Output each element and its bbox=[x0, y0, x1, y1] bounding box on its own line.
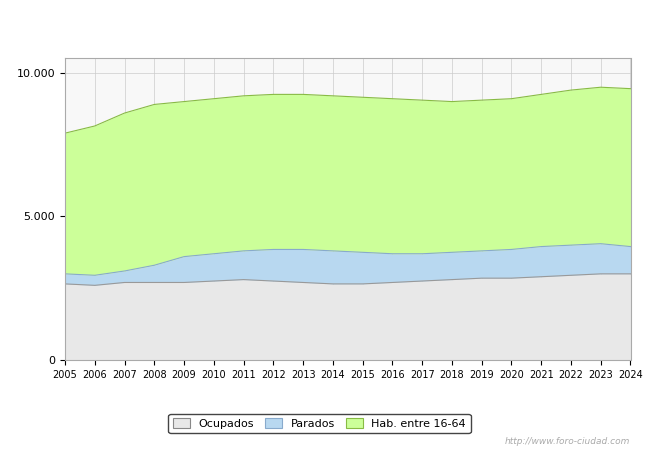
Legend: Ocupados, Parados, Hab. entre 16-64: Ocupados, Parados, Hab. entre 16-64 bbox=[168, 414, 471, 433]
Text: Canet de Mar - Evolucion de la poblacion en edad de Trabajar Mayo de 2024: Canet de Mar - Evolucion de la poblacion… bbox=[70, 17, 580, 30]
Text: http://www.foro-ciudad.com: http://www.foro-ciudad.com bbox=[505, 436, 630, 446]
